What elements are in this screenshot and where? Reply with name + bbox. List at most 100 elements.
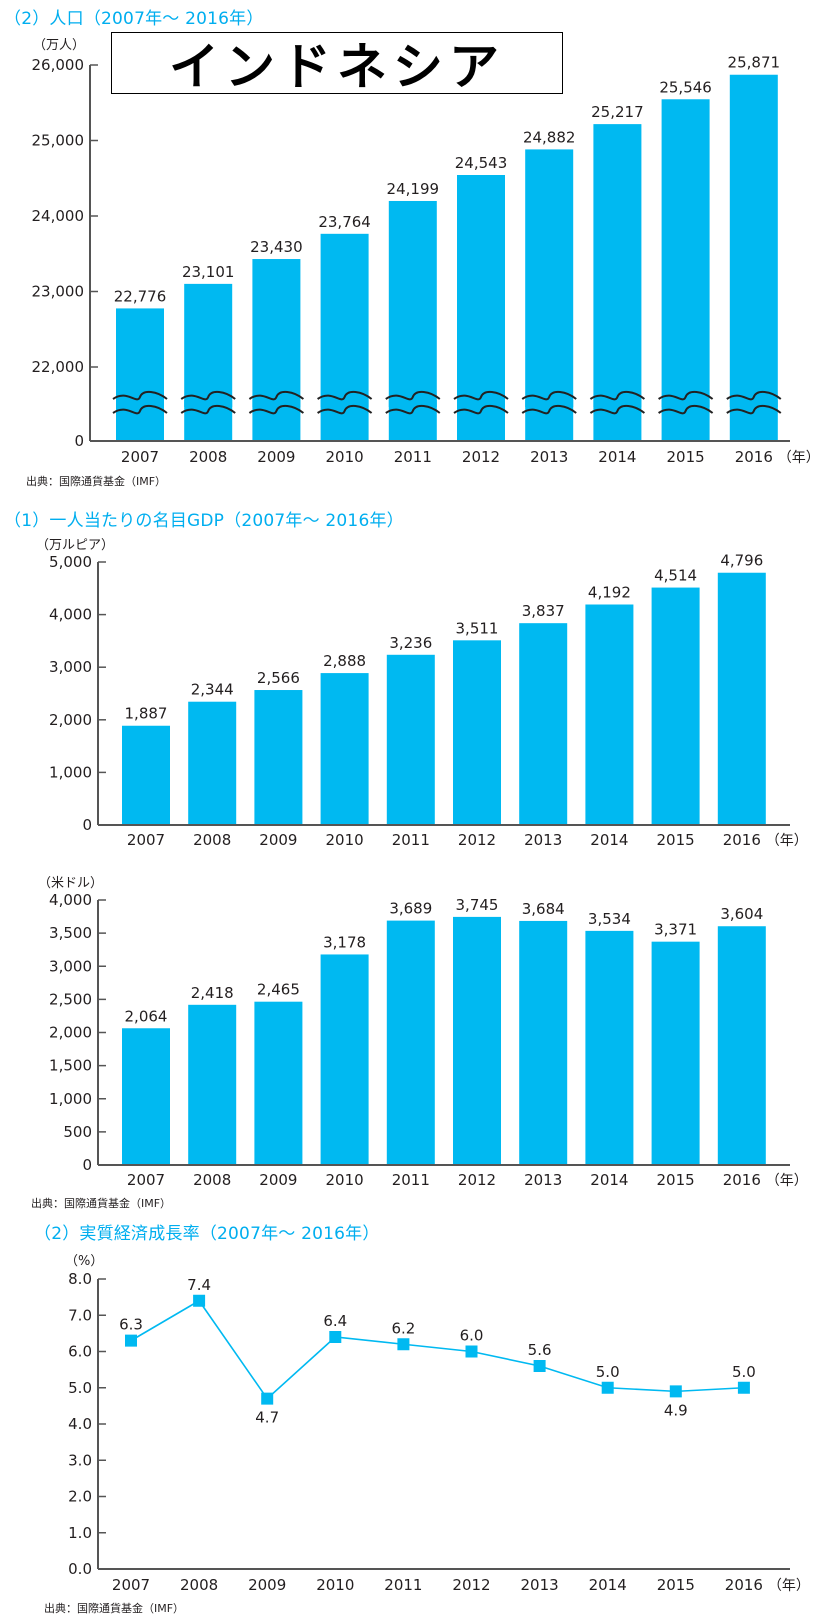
- x-tick-label: 2007: [127, 1171, 165, 1189]
- axis-break-wave: [589, 391, 646, 401]
- population-bar-chart: 22,776 23,101 23,430 23,764 24,199 24,543 24,8…: [32, 54, 820, 466]
- x-tick-label: 2014: [590, 831, 628, 849]
- data-label-2014: 3,534: [588, 910, 631, 928]
- y-tick-label: 0.0: [68, 1560, 92, 1578]
- y-tick-label: 6.0: [68, 1343, 92, 1361]
- marker-2009: [261, 1392, 274, 1405]
- x-tick-label: 2010: [316, 1576, 354, 1594]
- x-tick-label: 2014: [590, 1171, 628, 1189]
- x-tick-label: 2008: [193, 831, 231, 849]
- axis-break-wave: [589, 405, 646, 415]
- axis-break-wave: [658, 405, 714, 415]
- x-tick-label: 2010: [326, 448, 364, 466]
- gdp-source: 出典：国際通貨基金（IMF）: [31, 1197, 172, 1210]
- x-tick-label: 2012: [452, 1576, 490, 1594]
- data-label-2009: 2,465: [257, 981, 300, 999]
- data-label-2007: 22,776: [114, 287, 167, 305]
- bar-2007: [122, 1028, 170, 1165]
- y-tick-label: 3,500: [49, 924, 92, 942]
- data-label-2010: 2,888: [323, 652, 366, 670]
- marker-2012: [465, 1345, 478, 1358]
- y-tick-label: 24,000: [32, 207, 85, 225]
- bar-2007: [116, 308, 164, 441]
- y-tick-label: 1,500: [49, 1057, 92, 1075]
- x-tick-label: 2016: [723, 831, 761, 849]
- bar-2007: [122, 725, 170, 825]
- bar-2010: [320, 673, 369, 825]
- data-label-2007: 1,887: [125, 705, 168, 723]
- marker-2008: [193, 1294, 206, 1307]
- growth-chart-title: （2）実質経済成長率（2007年～ 2016年）: [34, 1224, 380, 1244]
- data-label-2013: 5.6: [528, 1341, 552, 1359]
- axis-break-wave: [112, 391, 168, 401]
- x-tick-label: 2016: [723, 1171, 761, 1189]
- data-label-2009: 2,566: [257, 669, 300, 687]
- axis-break-fill: [593, 400, 642, 407]
- x-tick-label: 2012: [458, 1171, 496, 1189]
- data-label-2016: 25,871: [728, 54, 781, 72]
- bar-2008: [188, 701, 237, 825]
- axis-break-wave: [112, 405, 168, 415]
- axis-break-wave: [385, 391, 441, 401]
- data-label-2011: 24,199: [387, 180, 440, 198]
- axis-break-wave: [248, 391, 305, 401]
- x-tick-label: 2013: [521, 1576, 559, 1594]
- y-tick-label: 25,000: [32, 132, 85, 150]
- data-label-2012: 24,543: [455, 154, 508, 172]
- axis-break-wave: [726, 405, 782, 415]
- data-label-2008: 2,344: [191, 681, 234, 699]
- bar-2010: [320, 954, 369, 1165]
- x-tick-label: 2015: [657, 831, 695, 849]
- axis-break-fill: [729, 400, 778, 407]
- y-tick-label: 2,000: [49, 711, 92, 729]
- x-tick-label: 2013: [524, 1171, 562, 1189]
- growth-y-unit: （%）: [65, 1254, 104, 1269]
- data-label-2007: 2,064: [125, 1007, 168, 1025]
- axis-break-wave: [180, 391, 236, 401]
- x-tick-label: 2009: [257, 448, 295, 466]
- axis-break-fill: [184, 400, 233, 407]
- marker-2015: [669, 1385, 682, 1398]
- bar-2008: [184, 283, 233, 441]
- bar-2014: [585, 604, 634, 825]
- bar-2014: [585, 930, 634, 1165]
- x-tick-label: 2010: [326, 831, 364, 849]
- axis-break-fill: [388, 400, 437, 407]
- data-label-2007: 6.3: [119, 1316, 143, 1334]
- data-label-2013: 24,882: [523, 128, 576, 146]
- bar-2008: [188, 1004, 237, 1165]
- population-chart-title: （2）人口（2007年～ 2016年）: [4, 9, 264, 29]
- x-tick-label: 2013: [530, 448, 568, 466]
- data-label-2015: 3,371: [654, 921, 697, 939]
- axis-break-fill: [661, 400, 710, 407]
- x-tick-label: 2007: [127, 831, 165, 849]
- bar-2016: [717, 926, 766, 1165]
- y-tick-label: 7.0: [68, 1306, 92, 1324]
- bar-2015: [651, 587, 700, 825]
- y-tick-label: 4,000: [49, 891, 92, 909]
- x-axis-unit: （年）: [778, 450, 820, 466]
- data-label-2010: 23,764: [318, 213, 371, 231]
- x-tick-label: 2007: [112, 1576, 150, 1594]
- bar-2014: [593, 124, 642, 441]
- x-tick-label: 2016: [725, 1576, 763, 1594]
- x-tick-label: 2008: [189, 448, 227, 466]
- y-tick-label: 3,000: [49, 658, 92, 676]
- bar-2013: [519, 623, 568, 825]
- y-tick-label: 4,000: [49, 606, 92, 624]
- y-tick-label: 1,000: [49, 763, 92, 781]
- y-tick-label: 1,000: [49, 1090, 92, 1108]
- x-tick-label: 2009: [248, 1576, 286, 1594]
- data-label-2014: 25,217: [591, 103, 644, 121]
- marker-2011: [397, 1338, 410, 1351]
- axis-break-fill: [252, 400, 301, 407]
- bar-2009: [254, 1001, 303, 1165]
- x-tick-label: 2011: [392, 831, 430, 849]
- data-label-2013: 3,684: [522, 900, 565, 918]
- y-tick-label: 5,000: [49, 553, 92, 571]
- population-source: 出典：国際通貨基金（IMF）: [26, 475, 167, 488]
- axis-break-wave: [726, 391, 782, 401]
- y-tick-label: 22,000: [32, 358, 85, 376]
- country-label: インドネシア: [169, 38, 505, 96]
- marker-2010: [329, 1331, 342, 1343]
